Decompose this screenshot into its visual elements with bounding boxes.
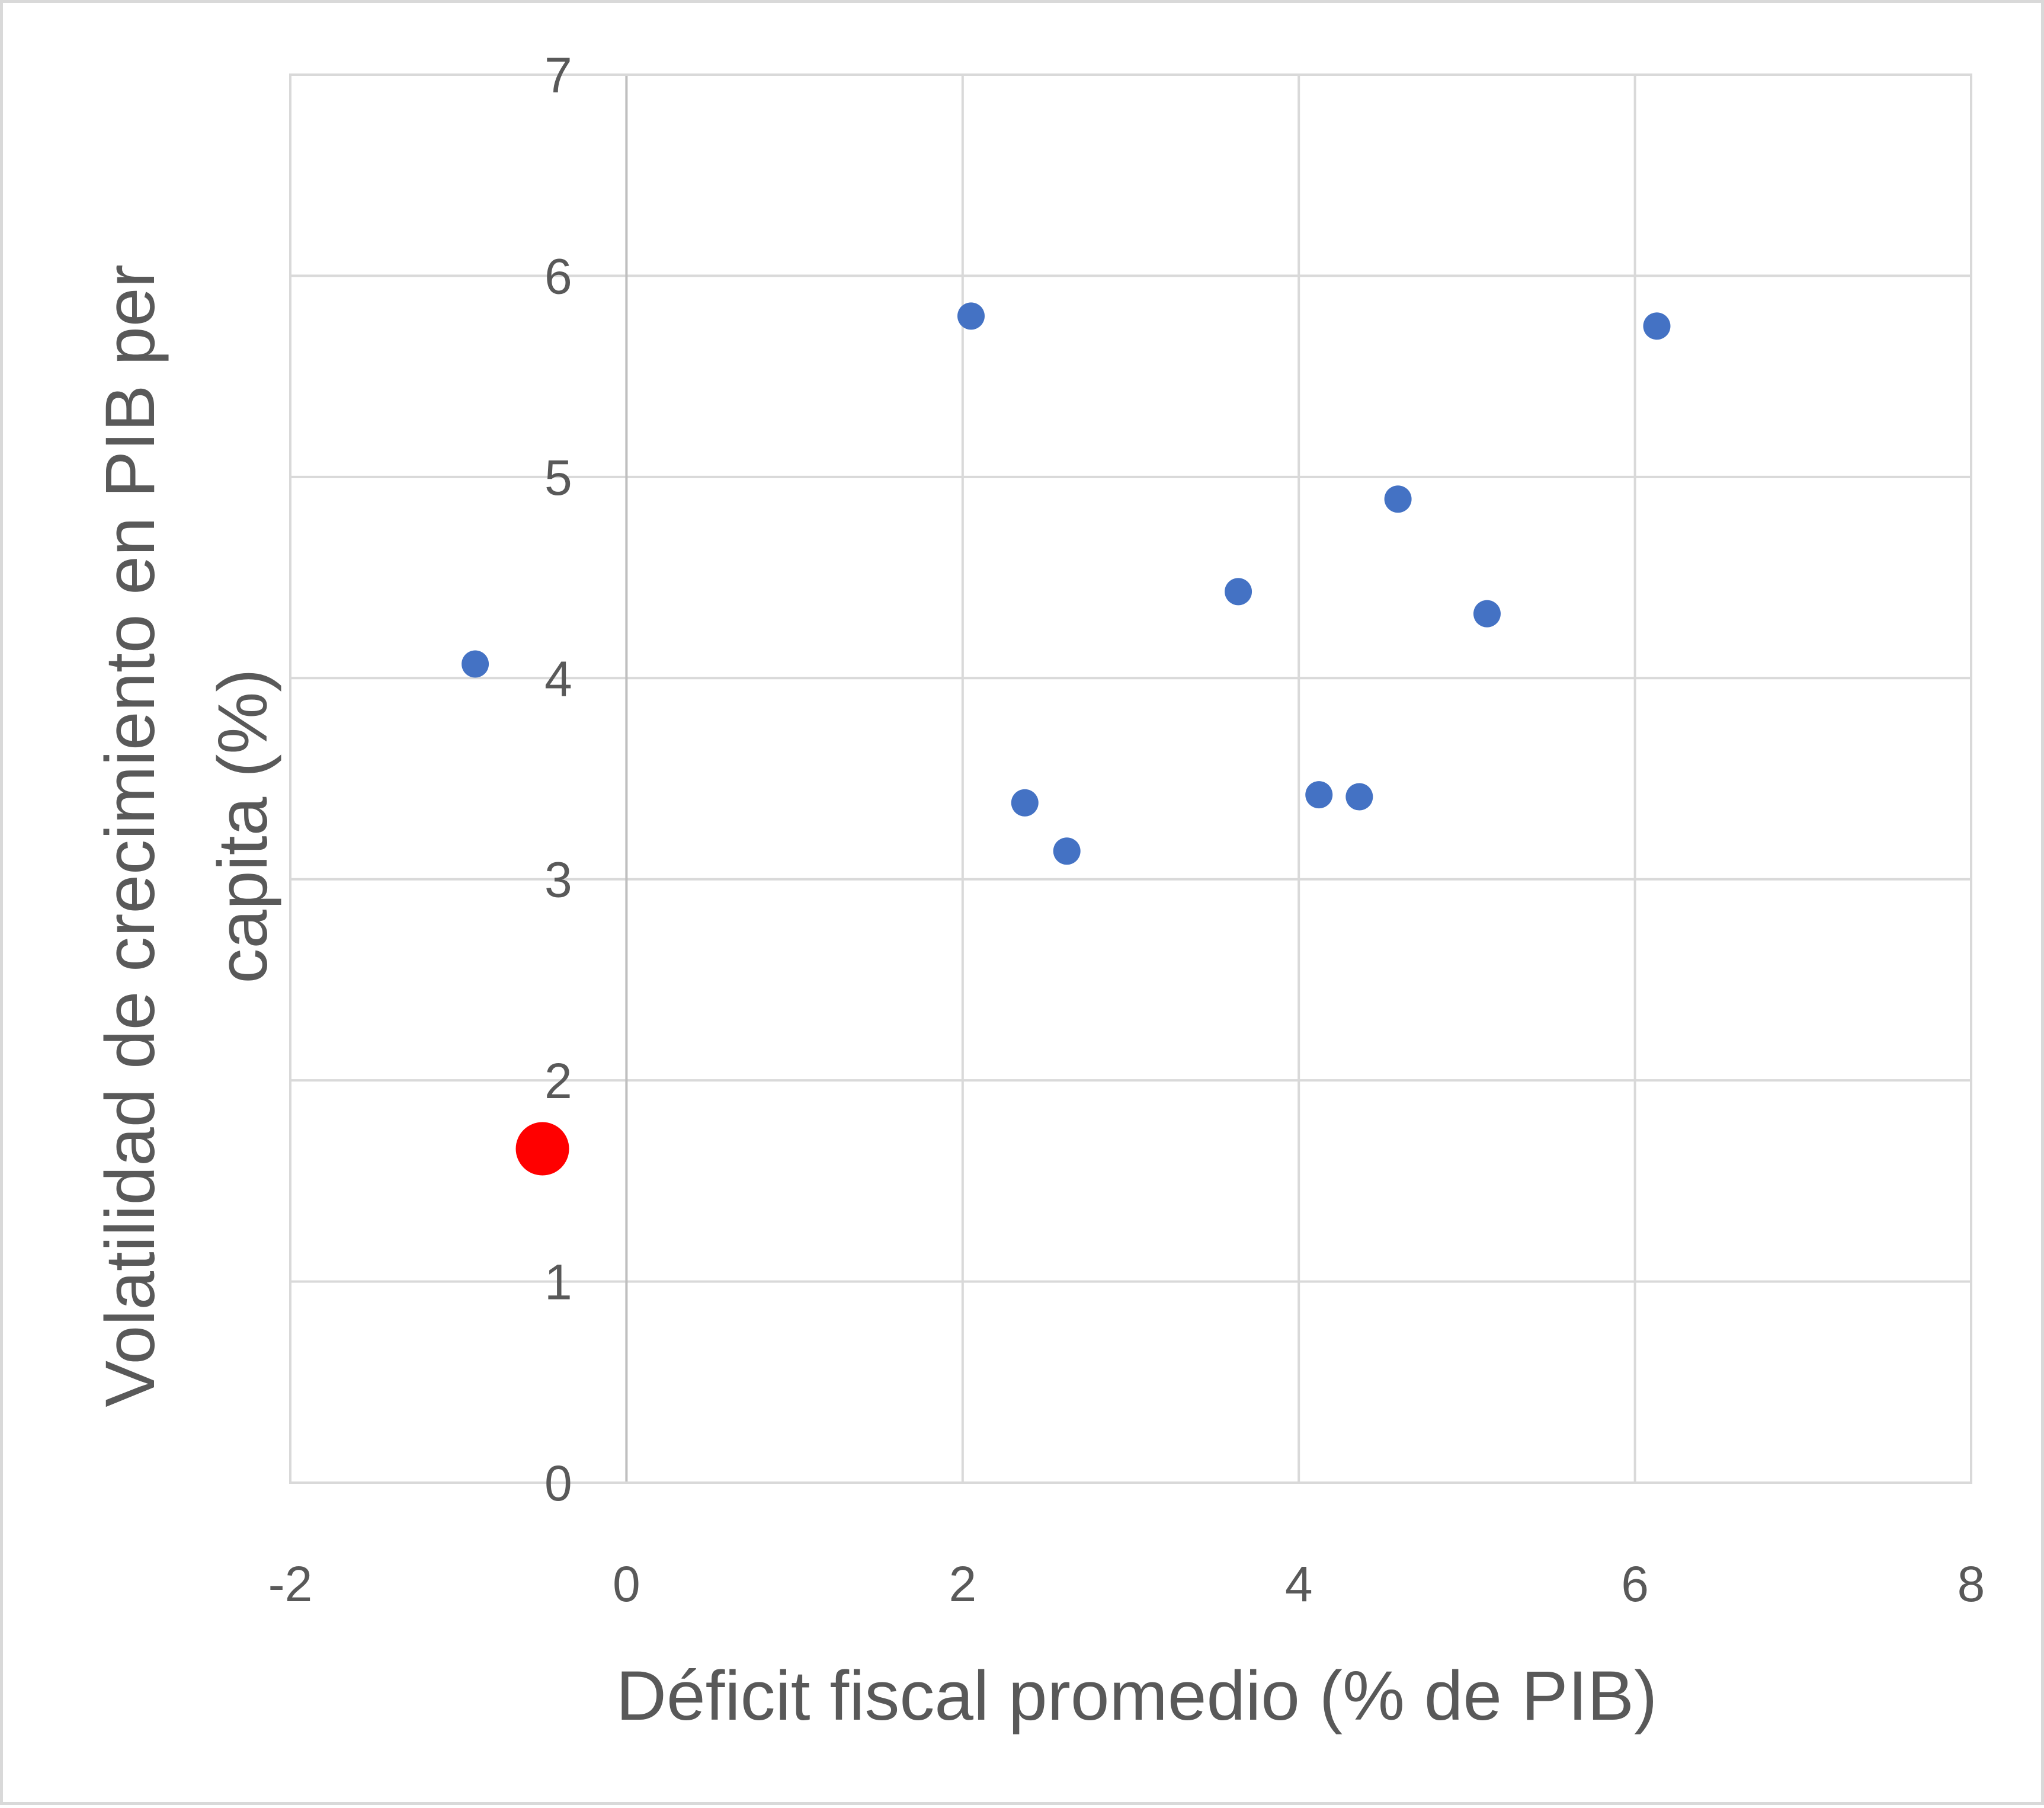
x-tick-label: 8 (1958, 1556, 1985, 1612)
y-tick-label: 7 (544, 47, 572, 103)
x-tick-label: 6 (1621, 1556, 1649, 1612)
data-point (957, 302, 985, 330)
y-axis-title: Volatilidad de crecimiento en PIB per ca… (91, 245, 282, 1407)
data-point (1305, 781, 1333, 809)
y-axis-title-line-2: capita (%) (204, 668, 282, 983)
y-tick-label: 1 (544, 1255, 572, 1310)
highlighted-data-point (515, 1122, 569, 1176)
data-point (462, 650, 489, 678)
data-point (1011, 789, 1039, 817)
data-point (1384, 485, 1412, 513)
data-point (1473, 600, 1501, 628)
y-tick-label: 0 (544, 1455, 572, 1511)
x-tick-label: 0 (613, 1556, 640, 1612)
data-point (1643, 312, 1671, 340)
x-tick-label: 4 (1285, 1556, 1313, 1612)
scatter-chart: 0 1 2 3 4 5 6 7 -2 0 2 4 6 8 Déficit fiscal promedio … (91, 47, 1985, 1735)
y-tick-label: 3 (544, 852, 572, 908)
tick-labels: 0 1 2 3 4 5 6 7 -2 0 2 4 6 8 (268, 47, 1985, 1612)
data-point (1225, 578, 1252, 606)
data-point (1053, 837, 1081, 865)
x-tick-label: 2 (949, 1556, 976, 1612)
y-tick-label: 4 (544, 651, 572, 706)
y-tick-label: 6 (544, 248, 572, 304)
x-tick-label: -2 (268, 1556, 313, 1612)
y-tick-label: 5 (544, 450, 572, 505)
y-axis-title-line-1: Volatilidad de crecimiento en PIB per (91, 264, 169, 1407)
plot-area-border (289, 73, 1972, 1484)
data-point (1345, 783, 1373, 811)
x-axis-title: Déficit fiscal promedio (% de PIB) (616, 1657, 1658, 1735)
y-tick-label: 2 (544, 1053, 572, 1109)
grid-layer (289, 73, 1972, 1484)
data-points (462, 302, 1671, 1176)
